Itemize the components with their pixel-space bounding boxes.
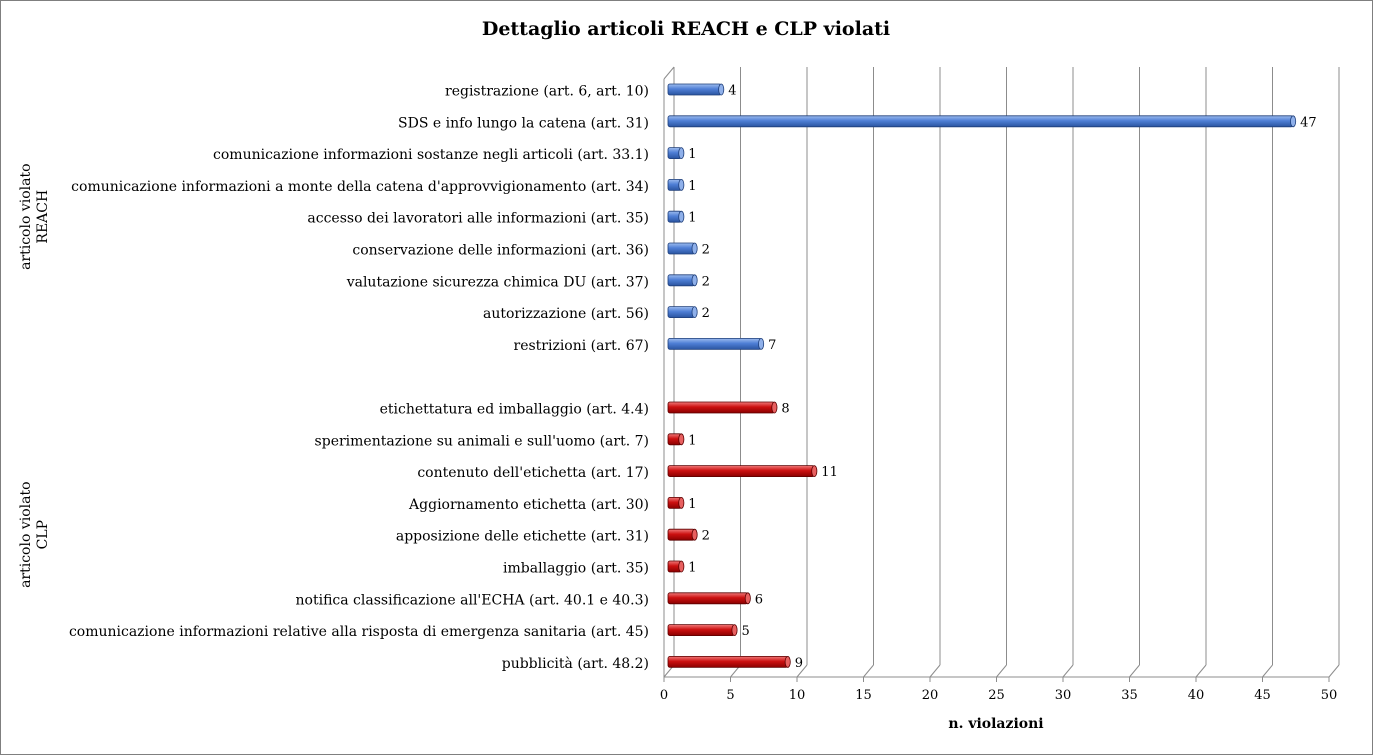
group-label: articolo violatoCLP [18,481,51,587]
floor-depth-line [1062,664,1074,678]
x-tick-label: 10 [789,688,806,703]
bar [667,465,815,478]
gridlines [663,67,1340,678]
x-tick-label: 20 [922,688,939,703]
x-tick-label: 15 [855,688,872,703]
bar-end-cap [678,178,685,191]
category-label: accesso dei lavoratori alle informazioni… [307,211,649,227]
bar-end-cap [678,496,685,509]
x-tick-label: 50 [1321,688,1338,703]
data-label: 1 [688,497,696,512]
bar-end-cap [691,306,698,319]
data-label: 1 [688,147,696,162]
data-label: 5 [742,624,750,639]
data-label: 9 [795,656,803,671]
bar-end-cap [811,465,818,478]
data-label: 8 [781,402,789,417]
data-label: 2 [702,243,710,258]
floor-depth-line [1328,664,1340,678]
bar [667,528,696,541]
bar [667,624,735,636]
data-label: 6 [755,592,763,607]
floor-depth-line [863,664,874,678]
bar [667,83,722,96]
bar-end-cap [718,83,725,96]
data-label: 11 [821,465,838,480]
category-label: autorizzazione (art. 56) [483,306,649,322]
bar [667,242,696,255]
category-label: valutazione sicurezza chimica DU (art. 3… [346,274,649,290]
data-label: 1 [688,433,696,448]
bar [667,592,749,605]
bar-end-cap [678,560,685,573]
category-label: contenuto dell'etichetta (art. 17) [417,465,649,481]
category-label: notifica classificazione all'ECHA (art. … [296,592,649,608]
category-label: conservazione delle informazioni (art. 3… [352,243,649,259]
bar-end-cap [691,242,698,255]
x-tick-label: 30 [1055,688,1072,703]
group-labels: articolo violatoREACH articolo violatoCLP [18,163,51,587]
chart-title: Dettaglio articoli REACH e CLP violati [482,18,890,40]
data-label: 2 [702,274,710,289]
category-label: pubblicità (art. 48.2) [502,655,649,672]
category-label: SDS e info lungo la catena (art. 31) [398,115,649,131]
bar-end-cap [691,528,698,541]
x-tick-label: 25 [988,688,1005,703]
bar [667,306,696,319]
floor-depth-line [1129,664,1140,678]
bar-end-cap [758,337,765,350]
data-label: 1 [688,561,696,576]
floor-depth-line [1262,664,1273,678]
data-label: 7 [768,338,776,353]
category-label: restrizioni (art. 67) [514,338,650,354]
category-label: imballaggio (art. 35) [503,561,649,577]
x-tick-label: 5 [726,688,734,703]
category-label: comunicazione informazioni a monte della… [71,179,649,195]
data-label: 1 [688,179,696,194]
x-tick-label: 40 [1188,688,1205,703]
data-label: 4 [728,84,736,99]
category-label: etichettatura ed imballaggio (art. 4.4) [380,402,649,418]
group-label: articolo violatoREACH [18,163,51,269]
bar-end-cap [771,401,778,414]
bar [667,401,775,414]
data-label: 47 [1300,115,1317,130]
bar-end-cap [678,433,685,446]
bar-end-cap [1290,115,1297,128]
bar-end-cap [678,210,685,223]
x-axis-title: n. violazioni [948,716,1043,732]
floor-depth-line [996,664,1007,678]
x-tick-label: 0 [660,688,668,703]
data-label: 2 [702,306,710,321]
category-label: sperimentazione su animali e sull'uomo (… [315,433,649,449]
left-wall-top-edge [663,66,675,80]
bar [667,274,696,287]
bar-end-cap [731,624,738,636]
data-label: 1 [688,211,696,226]
data-label: 2 [702,529,710,544]
floor-depth-line [796,664,808,678]
x-tick-label: 35 [1121,688,1138,703]
category-label: Aggiornamento etichetta (art. 30) [408,497,649,513]
category-labels: registrazione (art. 6, art. 10) SDS e inf… [69,84,649,672]
bar [667,337,762,350]
floor-depth-line [1195,664,1207,678]
bar-end-cap [784,656,791,668]
bar-end-cap [744,592,751,605]
bar-end-cap [691,274,698,287]
category-label: comunicazione informazioni relative alla… [69,624,649,640]
category-label: comunicazione informazioni sostanze negl… [213,147,649,163]
floor-depth-line [929,664,941,678]
x-tick-label: 45 [1254,688,1271,703]
bar [667,656,789,668]
bar [667,115,1294,128]
bar-end-cap [678,147,685,160]
category-label: apposizione delle etichette (art. 31) [396,529,649,545]
axes: 0 5 10 15 20 25 30 35 40 45 50 [660,66,1338,703]
category-label: registrazione (art. 6, art. 10) [445,84,649,100]
